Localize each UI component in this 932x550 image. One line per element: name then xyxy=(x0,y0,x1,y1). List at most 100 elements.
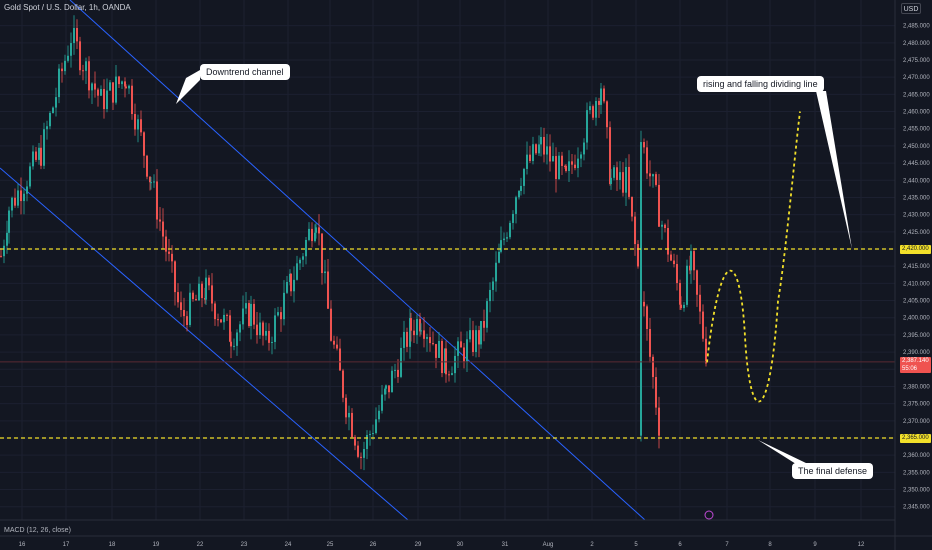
candle-body xyxy=(171,253,173,262)
candle-body xyxy=(603,88,605,102)
candle-body xyxy=(220,319,222,323)
candle-body xyxy=(79,41,81,71)
candle-body xyxy=(609,127,611,184)
channel-lower-line xyxy=(0,167,409,521)
price-tick-label: 2,380.000 xyxy=(903,384,930,390)
candle-body xyxy=(17,190,19,206)
candle-body xyxy=(277,312,279,316)
candle-body xyxy=(670,254,672,261)
candle-body xyxy=(658,184,660,227)
dividing-line-callout: rising and falling dividing line xyxy=(697,76,824,92)
candle-body xyxy=(631,196,633,217)
candle-body xyxy=(6,232,8,246)
price-tick-label: 2,480.000 xyxy=(903,41,930,47)
upper-level-price-tag: 2,420.000 xyxy=(900,245,931,254)
time-tick-label: 30 xyxy=(457,542,464,548)
price-tick-label: 2,345.000 xyxy=(903,505,930,511)
candle-body xyxy=(619,172,621,180)
candle-body xyxy=(268,330,270,343)
currency-button[interactable]: USD xyxy=(901,3,921,14)
candle-body xyxy=(426,337,428,339)
candle-body xyxy=(149,176,151,183)
candle-body xyxy=(552,156,554,162)
candle-body xyxy=(391,370,393,393)
candle-body xyxy=(256,324,258,336)
candle-body xyxy=(233,345,235,347)
candle-body xyxy=(342,370,344,398)
candle-body xyxy=(480,320,482,345)
candle-body xyxy=(156,181,158,220)
candle-body xyxy=(143,132,145,156)
price-tick-label: 2,440.000 xyxy=(903,178,930,184)
candle-body xyxy=(438,340,440,358)
candle-body xyxy=(177,292,179,303)
candle-body xyxy=(32,151,34,167)
candle-body xyxy=(378,410,380,420)
price-tick-label: 2,370.000 xyxy=(903,419,930,425)
price-tick-label: 2,425.000 xyxy=(903,230,930,236)
candle-body xyxy=(186,316,188,325)
candle-body xyxy=(100,88,102,96)
candle-body xyxy=(472,330,474,353)
candle-body xyxy=(201,283,203,299)
candle-body xyxy=(646,306,648,329)
candle-body xyxy=(448,374,450,376)
candle-body xyxy=(195,299,197,301)
candle-body xyxy=(592,106,594,118)
candle-body xyxy=(23,193,25,202)
candle-body xyxy=(363,448,365,458)
candle-body xyxy=(400,347,402,377)
price-tick-label: 2,460.000 xyxy=(903,110,930,116)
candle-body xyxy=(540,136,542,145)
candle-body xyxy=(76,27,78,42)
candle-body xyxy=(121,81,123,85)
candle-body xyxy=(699,294,701,312)
time-tick-label: 23 xyxy=(241,542,248,548)
candle-body xyxy=(643,142,645,148)
time-tick-label: 26 xyxy=(370,542,377,548)
candle-body xyxy=(208,277,210,286)
candles xyxy=(0,15,707,471)
candle-body xyxy=(561,155,563,166)
candle-body xyxy=(128,85,130,89)
candle-body xyxy=(475,330,477,353)
candle-body xyxy=(271,342,273,344)
candle-body xyxy=(610,177,612,184)
time-tick-label: 12 xyxy=(858,542,865,548)
price-tick-label: 2,350.000 xyxy=(903,488,930,494)
candle-body xyxy=(388,385,390,393)
candle-body xyxy=(125,86,127,89)
candle-body xyxy=(43,129,45,166)
candle-body xyxy=(0,255,2,257)
candle-body xyxy=(280,312,282,320)
candle-body xyxy=(14,197,16,206)
candle-body xyxy=(435,344,437,358)
symbol-title: Gold Spot / U.S. Dollar, 1h, OANDA xyxy=(4,3,131,12)
candle-body xyxy=(115,76,117,103)
candle-body xyxy=(565,165,567,171)
candle-body xyxy=(327,271,329,309)
lower-level-price-tag: 2,365.000 xyxy=(900,434,931,443)
candle-body xyxy=(82,70,84,72)
candle-body xyxy=(58,68,60,98)
candle-body xyxy=(655,174,657,185)
time-tick-label: Aug xyxy=(543,542,554,548)
candle-body xyxy=(529,154,531,161)
candle-body xyxy=(429,337,431,344)
candle-body xyxy=(286,282,288,293)
candle-body xyxy=(360,456,362,458)
candle-body xyxy=(586,110,588,143)
event-marker-icon xyxy=(704,510,714,520)
candle-body xyxy=(198,283,200,301)
candle-body xyxy=(336,344,338,349)
candle-body xyxy=(239,324,241,333)
candle-body xyxy=(679,283,681,305)
candle-body xyxy=(52,107,54,114)
candle-body xyxy=(308,228,310,240)
candle-body xyxy=(262,322,264,336)
candle-body xyxy=(283,292,285,320)
candle-body xyxy=(598,100,600,105)
macd-indicator-label[interactable]: MACD (12, 26, close) xyxy=(4,527,71,534)
